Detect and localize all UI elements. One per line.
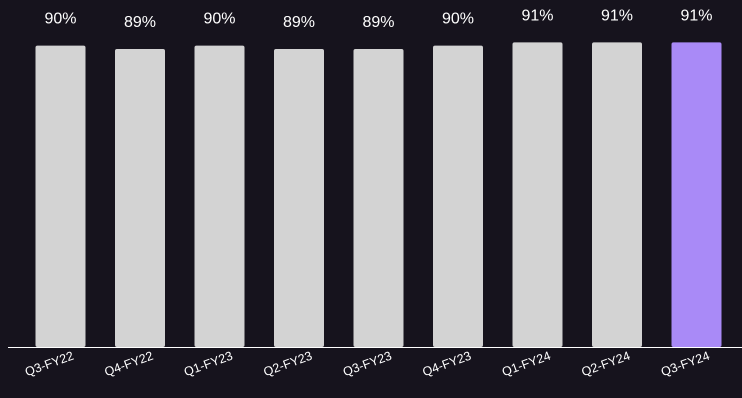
bar-q3-fy23 — [353, 49, 404, 347]
x-tick-label-q2-fy23: Q2-FY23 — [262, 349, 314, 380]
value-labels-group: 90% 89% 90% 89% 89% 90% 91% 91% 91% — [44, 7, 712, 31]
bars-group — [35, 42, 722, 348]
x-tick-label-q3-fy23: Q3-FY23 — [341, 349, 393, 380]
x-tick-label-q4-fy22: Q4-FY22 — [103, 349, 155, 380]
value-label-q2-fy24: 91% — [601, 7, 633, 24]
x-tick-label-q2-fy24: Q2-FY24 — [580, 349, 632, 380]
bar-q1-fy23 — [194, 45, 245, 348]
x-tick-label-q1-fy24: Q1-FY24 — [500, 349, 552, 380]
bar-q4-fy23 — [433, 45, 483, 348]
x-tick-label-q4-fy23: Q4-FY23 — [421, 349, 473, 380]
value-label-q3-fy23: 89% — [362, 14, 394, 31]
x-tick-labels-group: Q3-FY22 Q4-FY22 Q1-FY23 Q2-FY23 Q3-FY23 Q4-FY… — [23, 349, 711, 380]
x-tick-label-q3-fy22: Q3-FY22 — [23, 349, 75, 380]
bar-q2-fy23 — [274, 49, 324, 347]
value-label-q3-fy24: 91% — [680, 7, 712, 24]
bar-q2-fy24 — [592, 42, 642, 347]
x-tick-label-q1-fy23: Q1-FY23 — [182, 349, 234, 380]
value-label-q3-fy22: 90% — [44, 11, 76, 28]
bar-q4-fy22 — [115, 49, 165, 347]
value-label-q2-fy23: 89% — [283, 14, 315, 31]
bar-q3-fy22 — [35, 45, 86, 348]
value-label-q4-fy23: 90% — [442, 11, 474, 28]
value-label-q1-fy24: 91% — [521, 7, 553, 24]
value-label-q1-fy23: 90% — [203, 11, 235, 28]
bar-q3-fy24 — [671, 42, 722, 347]
value-label-q4-fy22: 89% — [124, 14, 156, 31]
bar-q1-fy24 — [512, 42, 563, 347]
x-tick-label-q3-fy24: Q3-FY24 — [659, 349, 711, 380]
